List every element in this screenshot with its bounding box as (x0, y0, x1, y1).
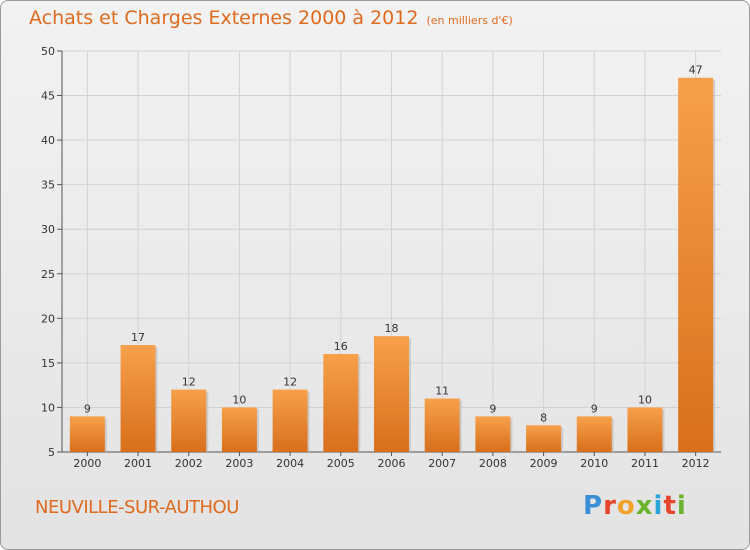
x-tick-label: 2012 (682, 457, 710, 470)
chart-subtitle: (en milliers d'€) (426, 14, 513, 27)
bar-value-label: 8 (540, 411, 547, 424)
chart-title: Achats et Charges Externes 2000 à 2012 (e… (29, 7, 513, 29)
x-tick-label: 2008 (479, 457, 507, 470)
bar-value-label: 12 (182, 376, 196, 389)
bar (171, 389, 207, 452)
place-name: NEUVILLE-SUR-AUTHOU (35, 497, 239, 518)
x-tick-label: 2002 (175, 457, 203, 470)
bar-value-label: 10 (232, 393, 246, 406)
bar-value-label: 9 (84, 402, 91, 415)
y-tick-label: 25 (41, 268, 55, 281)
bar (221, 407, 257, 452)
bars (69, 77, 716, 452)
x-tick-label: 2010 (580, 457, 608, 470)
y-tick-label: 20 (41, 312, 55, 325)
bar (69, 416, 105, 452)
bar-value-label: 11 (435, 385, 449, 398)
bar-value-label: 47 (689, 64, 703, 77)
x-tick-label: 2000 (73, 457, 101, 470)
bar (374, 336, 409, 452)
y-tick-label: 15 (41, 357, 55, 370)
bar-value-label: 12 (283, 376, 297, 389)
proxiti-logo: Proxiti (583, 491, 687, 521)
axes: 5 10 15 20 25 30 35 40 45 50 2000 2001 2002 2003 2004 2… (41, 45, 721, 470)
y-tick-label: 5 (48, 446, 55, 459)
x-tick-label: 2007 (428, 457, 456, 470)
bar-value-label: 18 (385, 322, 399, 335)
gridlines (62, 50, 721, 453)
bar (627, 407, 663, 452)
bar (526, 425, 562, 452)
bar-value-label: 9 (591, 402, 598, 415)
y-tick-label: 10 (41, 401, 55, 414)
x-tick-label: 2001 (124, 457, 152, 470)
x-tick-label: 2009 (530, 457, 558, 470)
bar (323, 353, 359, 452)
y-tick-label: 45 (41, 90, 55, 103)
y-tick-label: 40 (41, 134, 55, 147)
labels: 9 17 12 10 12 16 18 11 9 8 9 10 47 (84, 64, 703, 425)
bar-value-label: 10 (638, 393, 652, 406)
bar (272, 389, 308, 452)
bar-value-label: 17 (131, 331, 145, 344)
bar-value-label: 16 (334, 340, 348, 353)
x-tick-label: 2004 (276, 457, 304, 470)
bar (576, 416, 612, 452)
y-tick-label: 35 (41, 179, 55, 192)
bar (475, 416, 511, 452)
y-tick-label: 50 (41, 45, 55, 58)
x-tick-label: 2003 (225, 457, 253, 470)
bar (120, 345, 156, 452)
bar (678, 77, 714, 452)
x-tick-label: 2006 (378, 457, 406, 470)
bar-value-label: 9 (489, 402, 496, 415)
x-tick-label: 2011 (631, 457, 659, 470)
y-tick-label: 30 (41, 223, 55, 236)
bar (424, 398, 460, 452)
x-tick-label: 2005 (327, 457, 355, 470)
title-text: Achats et Charges Externes 2000 à 2012 (29, 7, 419, 29)
